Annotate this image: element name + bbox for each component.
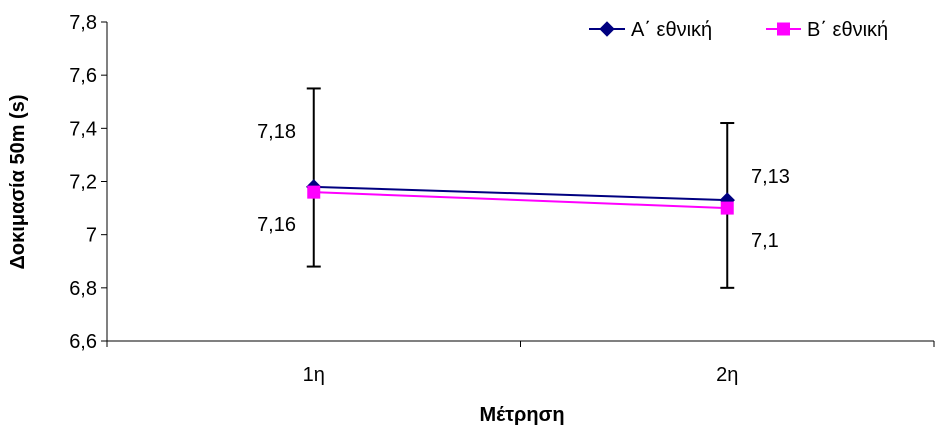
series-line-1 [313, 185, 728, 202]
x-tick-label: 2η [716, 364, 738, 386]
x-axis-title: Μέτρηση [479, 404, 564, 426]
legend-label-2: Β΄ εθνική [807, 19, 888, 41]
y-tick-label: 7,8 [69, 12, 97, 34]
y-tick-label: 7,4 [69, 118, 97, 140]
legend-label-1: Α΄ εθνική [631, 19, 712, 41]
data-point-marker [307, 185, 321, 199]
data-point-marker [720, 201, 734, 215]
legend-marker-2 [777, 22, 790, 36]
x-tick-label: 1η [303, 364, 325, 386]
data-label: 7,1 [751, 230, 779, 252]
data-label: 7,18 [257, 121, 296, 143]
y-tick-label: 6,6 [69, 331, 97, 353]
y-tick-label: 7,6 [69, 65, 97, 87]
series-line-2 [313, 191, 728, 210]
y-tick-label: 7,2 [69, 172, 97, 194]
legend-marker-1 [599, 21, 615, 37]
data-label: 7,16 [257, 214, 296, 236]
y-tick-label: 6,8 [69, 278, 97, 300]
y-tick-label: 7 [86, 225, 97, 247]
data-label: 7,13 [751, 166, 790, 188]
y-axis-title: Δοκιμασία 50m (s) [7, 95, 29, 270]
